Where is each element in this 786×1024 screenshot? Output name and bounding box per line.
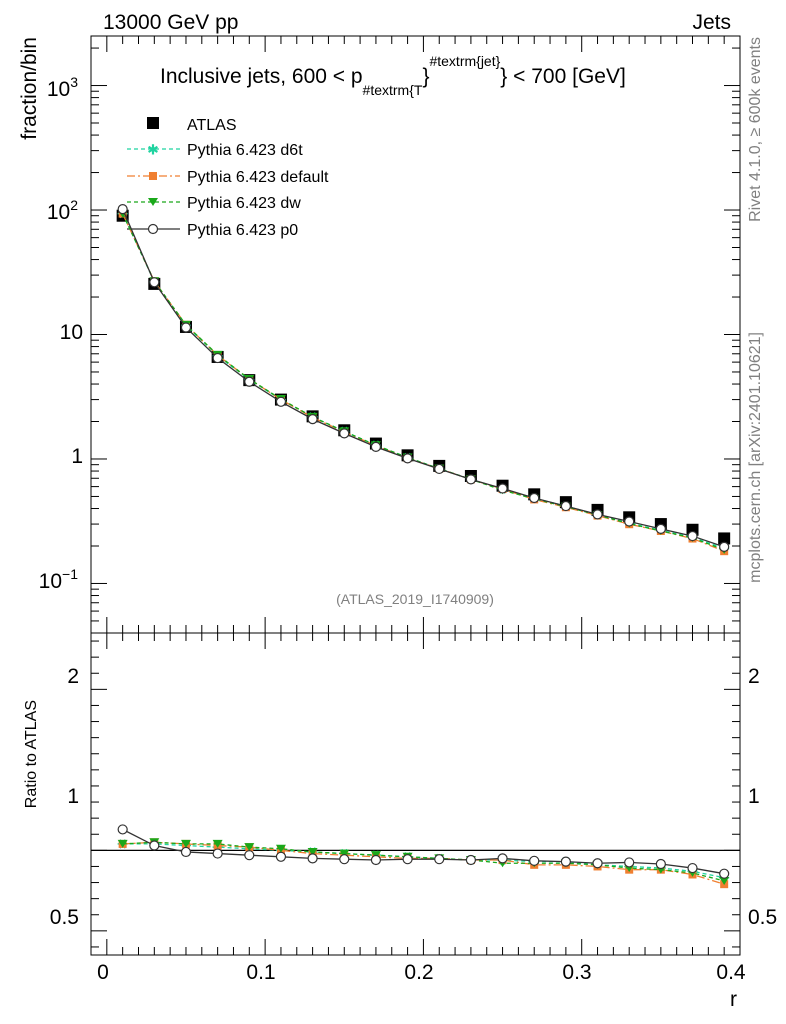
main-point-p0	[625, 517, 634, 526]
ratio-tick-label-right-2: 2	[748, 665, 760, 688]
header-energy: 13000 GeV pp	[103, 11, 238, 34]
legend-label-d6t: Pythia 6.423 d6t	[187, 142, 303, 159]
legend-label-p0: Pythia 6.423 p0	[187, 222, 298, 239]
ratio-point-p0	[181, 847, 190, 856]
legend: ATLAS ✱ Pythia 6.423 d6t Pythia 6.423 de…	[127, 117, 329, 239]
main-point-p0	[688, 532, 697, 541]
legend-entry-p0: Pythia 6.423 p0	[127, 222, 298, 239]
ratio-point-p0	[276, 852, 285, 861]
ratio-point-p0	[150, 841, 159, 850]
ratio-point-p0	[118, 825, 127, 834]
plot-canvas: 13000 GeV pp Jets Rivet 4.1.0, ≥ 600k ev…	[0, 0, 786, 1024]
ratio-point-p0	[625, 858, 634, 867]
legend-entry-dw: Pythia 6.423 dw	[127, 195, 301, 212]
ratio-tick-label-right-0.5: 0.5	[748, 906, 777, 929]
y-axis-title: fraction/bin	[18, 37, 41, 140]
ratio-y-tick-labels: 2 1 0.5 2 1 0.5	[50, 665, 777, 929]
ratio-point-p0	[245, 851, 254, 860]
y-tick-label-100: 102	[47, 197, 78, 224]
main-series-line-p0	[123, 209, 725, 547]
main-point-p0	[530, 493, 539, 502]
main-point-p0	[656, 524, 665, 533]
legend-marker-atlas	[147, 117, 159, 129]
ratio-point-p0	[530, 856, 539, 865]
main-point-p0	[118, 205, 127, 214]
analysis-watermark: (ATLAS_2019_I1740909)	[336, 591, 494, 607]
main-series-line-d6t	[123, 214, 725, 549]
ratio-tick-label-2: 2	[67, 665, 79, 688]
title-text-pre: Inclusive jets, 600 < p	[160, 65, 363, 88]
main-point-p0	[403, 454, 412, 463]
main-point-p0	[181, 323, 190, 332]
legend-entry-d6t: ✱ Pythia 6.423 d6t	[127, 142, 303, 159]
ratio-point-p0	[308, 854, 317, 863]
x-tick-label-0.2: 0.2	[404, 961, 433, 984]
y-tick-label-1: 1	[71, 445, 83, 468]
ratio-point-p0	[435, 855, 444, 864]
atlas-data-points	[117, 210, 731, 545]
x-tick-labels: 0 0.1 0.2 0.3 0.4	[97, 961, 746, 984]
title-subscript: #textrm{T	[363, 82, 423, 98]
title-brace: }	[422, 65, 429, 88]
rivet-version-label: Rivet 4.1.0, ≥ 600k events	[747, 37, 764, 222]
legend-marker-p0	[149, 225, 158, 234]
ratio-tick-label-0.5: 0.5	[50, 906, 79, 929]
ratio-point-p0	[593, 859, 602, 868]
ratio-y-axis-title: Ratio to ATLAS	[23, 700, 40, 808]
legend-label-dw: Pythia 6.423 dw	[187, 195, 301, 212]
legend-marker-d6t: ✱	[147, 143, 159, 159]
main-point-p0	[213, 354, 222, 363]
y-tick-label-0.1: 10−1	[39, 566, 79, 593]
title-superscript: #textrm{jet}	[429, 53, 500, 69]
ratio-point-p0	[466, 856, 475, 865]
main-point-p0	[276, 397, 285, 406]
x-tick-label-0.3: 0.3	[562, 961, 591, 984]
y-tick-label-1000: 103	[47, 74, 78, 101]
ratio-point-p0	[213, 849, 222, 858]
ratio-point-p0	[371, 856, 380, 865]
main-point-p0	[245, 377, 254, 386]
main-plot-marks	[117, 205, 731, 556]
x-axis-title: r	[730, 988, 737, 1011]
ratio-point-p0	[340, 855, 349, 864]
legend-label-default: Pythia 6.423 default	[187, 169, 329, 186]
header-jets: Jets	[692, 11, 731, 34]
main-series-line-dw	[123, 214, 725, 550]
main-point-p0	[308, 415, 317, 424]
legend-label-atlas: ATLAS	[187, 117, 237, 134]
main-series-line-default	[123, 214, 725, 552]
ratio-point-p0	[498, 854, 507, 863]
main-point-p0	[498, 484, 507, 493]
mcplots-label: mcplots.cern.ch [arXiv:2401.10621]	[747, 332, 764, 583]
legend-marker-default	[149, 172, 157, 180]
ratio-plot-marks	[118, 825, 730, 888]
main-point-p0	[150, 278, 159, 287]
main-point-p0	[593, 510, 602, 519]
ratio-point-p0	[688, 864, 697, 873]
x-tick-label-0.1: 0.1	[246, 961, 275, 984]
ratio-plot-frame	[91, 633, 740, 955]
ratio-point-p0	[403, 855, 412, 864]
main-point-p0	[340, 429, 349, 438]
ratio-tick-label-1: 1	[67, 785, 79, 808]
plot-title: Inclusive jets, 600 < p#textrm{T}#textrm…	[160, 53, 626, 98]
main-point-p0	[720, 542, 729, 551]
main-y-tick-labels: 103 102 10 1 10−1	[39, 74, 83, 593]
main-point-p0	[466, 475, 475, 484]
main-point-p0	[561, 502, 570, 511]
main-point-p0	[371, 442, 380, 451]
x-tick-label-0.4: 0.4	[716, 961, 746, 984]
main-point-p0	[435, 464, 444, 473]
x-tick-label-0: 0	[97, 961, 109, 984]
legend-entry-default: Pythia 6.423 default	[127, 169, 329, 186]
ratio-point-p0	[561, 857, 570, 866]
ratio-point-p0	[720, 869, 729, 878]
ratio-point-p0	[656, 860, 665, 869]
y-tick-label-10: 10	[60, 321, 83, 344]
ratio-tick-label-right-1: 1	[748, 785, 760, 808]
title-text-post: } < 700 [GeV]	[500, 65, 626, 88]
